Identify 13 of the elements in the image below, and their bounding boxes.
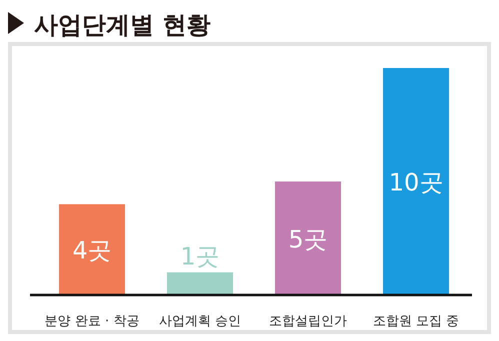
x-tick-label: 분양 완료 · 착공 [44, 314, 140, 329]
bar [59, 204, 125, 295]
bar [383, 68, 449, 295]
bar [275, 182, 341, 295]
x-tick-label: 조합설립인가 [269, 314, 347, 329]
data-label: 4곳 [72, 236, 112, 265]
chart-title: 사업단계별 현황 [34, 11, 210, 39]
bar [167, 272, 233, 295]
data-label: 10곳 [388, 168, 444, 196]
x-tick-label: 사업계획 승인 [158, 314, 242, 329]
x-tick-label: 조합원 모집 중 [372, 314, 460, 329]
data-label: 5곳 [288, 225, 328, 254]
data-label: 1곳 [180, 242, 220, 270]
